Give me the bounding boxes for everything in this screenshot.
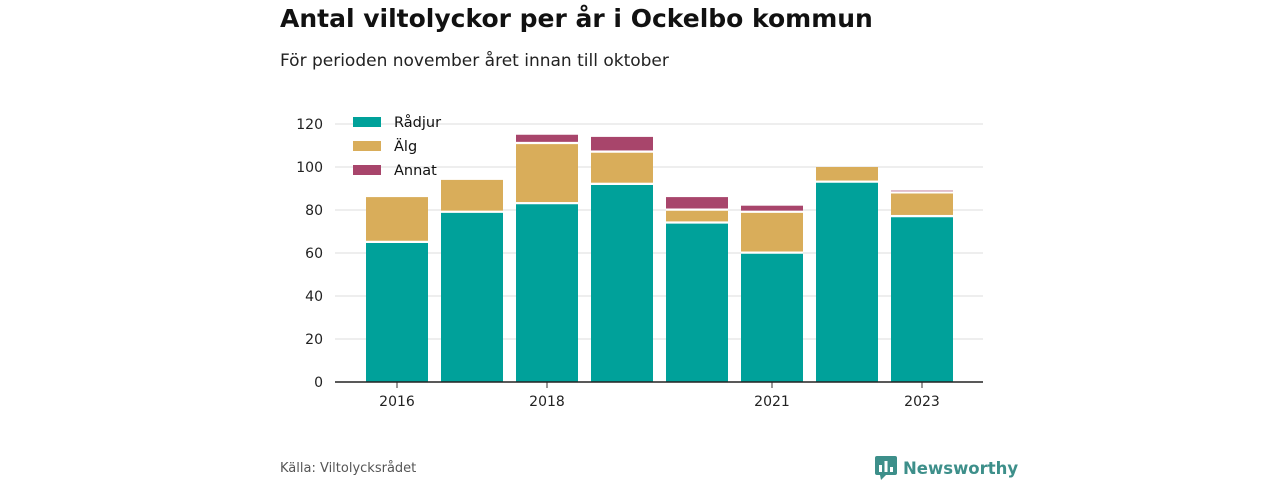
bar-segment: [741, 205, 803, 211]
bar-segment: [891, 216, 953, 382]
y-tick-label: 40: [305, 289, 323, 305]
y-axis-ticks: 0 20 40 60 80 100 120: [296, 117, 323, 391]
bar-segment: [591, 151, 653, 183]
x-tick-label: 2016: [379, 394, 415, 410]
chart-title: Antal viltolyckor per år i Ockelbo kommu…: [280, 4, 873, 33]
bars: [366, 134, 953, 382]
gridlines: [335, 123, 983, 340]
bar-segment: [366, 242, 428, 382]
brand-name: Newsworthy: [903, 458, 1019, 478]
y-tick-label: 120: [296, 117, 323, 133]
bar-segment: [816, 167, 878, 181]
bar-segment: [516, 134, 578, 142]
bar-segment: [516, 203, 578, 382]
bar-segment: [591, 136, 653, 151]
bar-segment: [591, 184, 653, 382]
bar-segment: [816, 182, 878, 382]
x-tick-label: 2018: [529, 394, 565, 410]
bar-segment: [741, 212, 803, 252]
brand-logo[interactable]: Newsworthy: [875, 455, 1018, 481]
bar-segment: [666, 210, 728, 222]
legend-label: Älg: [394, 137, 417, 155]
y-tick-label: 80: [305, 203, 323, 219]
x-axis-ticks: 2016 2018 2021 2023: [379, 382, 940, 410]
bar-segment: [441, 179, 503, 211]
legend-swatch: [353, 165, 381, 175]
chart-subtitle: För perioden november året innan till ok…: [280, 51, 669, 71]
legend-label: Annat: [394, 163, 437, 179]
y-tick-label: 20: [305, 332, 323, 348]
bar-segment: [891, 190, 953, 192]
chart-logo-icon: [875, 456, 897, 480]
bar-segment: [441, 212, 503, 382]
bar-segment: [516, 143, 578, 203]
legend: Rådjur Älg Annat: [353, 114, 441, 179]
legend-swatch: [353, 141, 381, 151]
bar-segment: [666, 222, 728, 382]
bar-segment: [741, 253, 803, 382]
y-tick-label: 100: [296, 160, 323, 176]
stacked-bar-chart: 0 20 40 60 80 100 120 2016 2018 2021 2023 Rådjur Ä…: [296, 114, 983, 410]
bar-segment: [666, 197, 728, 209]
bar-segment: [366, 197, 428, 241]
x-tick-label: 2021: [754, 394, 790, 410]
legend-swatch: [353, 117, 381, 127]
y-tick-label: 0: [314, 375, 323, 391]
x-tick-label: 2023: [904, 394, 940, 410]
legend-label: Rådjur: [394, 114, 441, 131]
y-tick-label: 60: [305, 246, 323, 262]
source-note: Källa: Viltolycksrådet: [280, 461, 417, 476]
bar-segment: [891, 192, 953, 215]
